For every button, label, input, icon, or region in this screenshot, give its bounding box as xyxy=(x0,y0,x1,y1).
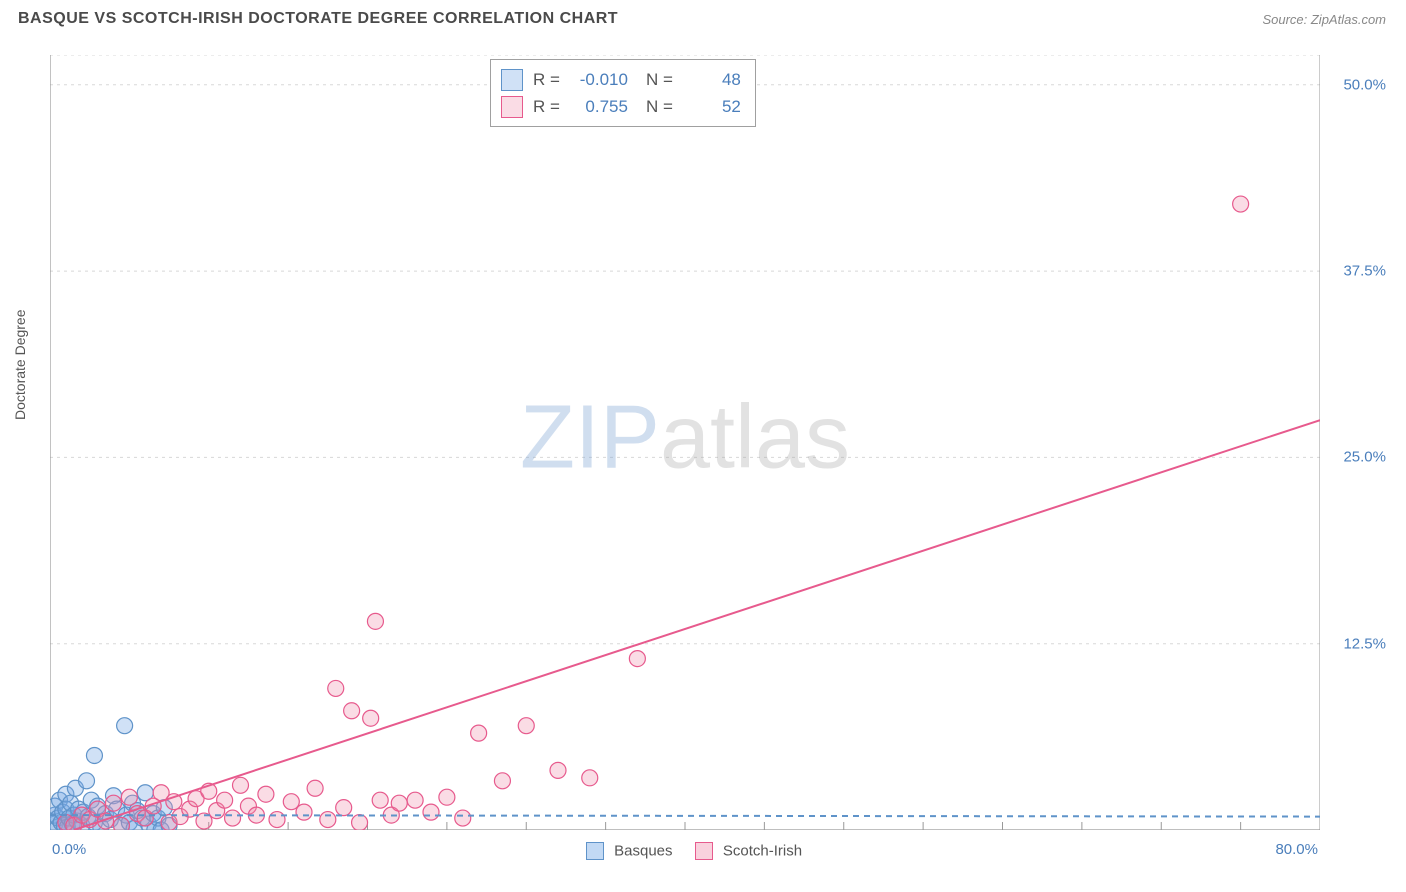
data-series xyxy=(50,196,1249,830)
n-value-0: 48 xyxy=(683,66,741,93)
y-tick-label: 25.0% xyxy=(1343,449,1386,466)
legend-swatch-0 xyxy=(501,69,523,91)
r-value-0: -0.010 xyxy=(570,66,628,93)
r-label: R = xyxy=(533,93,560,120)
legend-stats-row-0: R = -0.010 N = 48 xyxy=(501,66,741,93)
chart-title: BASQUE VS SCOTCH-IRISH DOCTORATE DEGREE … xyxy=(18,10,618,28)
n-label: N = xyxy=(646,66,673,93)
legend-swatch-1 xyxy=(501,96,523,118)
legend-bottom-swatch-1 xyxy=(695,842,713,860)
legend-bottom: Basques Scotch-Irish xyxy=(50,842,1320,860)
legend-stats-box: R = -0.010 N = 48 R = 0.755 N = 52 xyxy=(490,59,756,127)
legend-bottom-swatch-0 xyxy=(586,842,604,860)
y-axis-label: Doctorate Degree xyxy=(12,309,28,420)
n-value-1: 52 xyxy=(683,93,741,120)
source-attribution: Source: ZipAtlas.com xyxy=(1262,12,1386,27)
scatter-plot-svg xyxy=(50,55,1320,830)
legend-bottom-label-0: Basques xyxy=(614,843,672,860)
r-label: R = xyxy=(533,66,560,93)
y-tick-label: 37.5% xyxy=(1343,263,1386,280)
n-label: N = xyxy=(646,93,673,120)
y-tick-label: 50.0% xyxy=(1343,76,1386,93)
legend-bottom-label-1: Scotch-Irish xyxy=(723,843,802,860)
r-value-1: 0.755 xyxy=(570,93,628,120)
legend-stats-row-1: R = 0.755 N = 52 xyxy=(501,93,741,120)
y-tick-label: 12.5% xyxy=(1343,635,1386,652)
gridlines xyxy=(50,55,1320,830)
trend-lines xyxy=(50,420,1320,830)
chart-header: BASQUE VS SCOTCH-IRISH DOCTORATE DEGREE … xyxy=(0,0,1406,34)
axes xyxy=(50,55,1320,830)
plot-area: ZIPatlas R = -0.010 N = 48 R = 0.755 N =… xyxy=(50,55,1320,830)
